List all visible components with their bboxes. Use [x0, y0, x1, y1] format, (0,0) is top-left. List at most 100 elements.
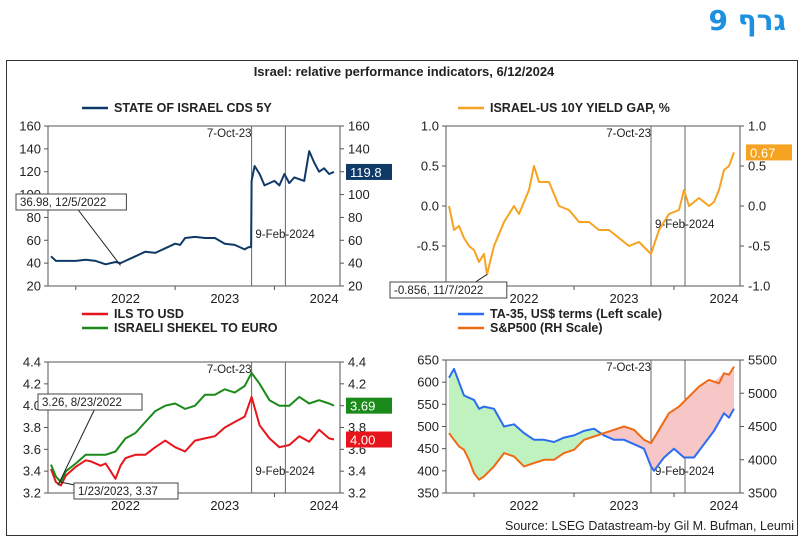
spread-fill	[729, 366, 734, 418]
legend-label: ISRAELI SHEKEL TO EURO	[114, 321, 278, 335]
annotation-7-oct: 7-Oct-23	[606, 362, 651, 374]
y-tick-label-right: 0.0	[748, 199, 766, 214]
spread-fill	[564, 435, 574, 454]
spread-fill	[474, 399, 479, 480]
y-tick-label-right: 5500	[748, 353, 777, 368]
x-tick-label: 2024	[710, 498, 739, 513]
x-tick-label: 2022	[111, 498, 140, 513]
annotation-7-oct: 7-Oct-23	[207, 364, 252, 376]
y-tick-label-right: -0.5	[748, 239, 770, 254]
spread-fill	[634, 429, 644, 449]
legend-label: TA-35, US$ terms (Left scale)	[490, 307, 662, 321]
y-tick-label-right: 140	[348, 141, 370, 156]
y-tick-label-right: 3.8	[348, 420, 366, 435]
ils-usd-callout-box	[37, 393, 143, 411]
annotation-7-oct: 7-Oct-23	[606, 128, 651, 140]
x-tick-label: 2022	[510, 291, 539, 306]
spread-fill	[504, 424, 514, 457]
y-tick-label-left: 3.6	[23, 442, 41, 457]
y-tick-label-right: 4.2	[348, 376, 366, 391]
x-tick-label: 2023	[610, 291, 639, 306]
y-tick-label-left: 500	[417, 419, 439, 434]
spread-fill	[651, 438, 654, 471]
last-value-label: 0.67	[750, 145, 775, 160]
y-tick-label-left: 160	[19, 119, 41, 134]
spread-fill	[479, 406, 484, 480]
spread-fill	[534, 439, 544, 464]
y-tick-label-right: 40	[348, 256, 362, 271]
y-tick-label-left: 120	[19, 164, 41, 179]
last-value-badge	[346, 163, 392, 180]
ils-eur-callout-text: 1/23/2023, 3.37	[78, 486, 158, 498]
annotation-9-feb: 9-Feb-2024	[655, 219, 715, 231]
y-tick-label-left: 140	[19, 141, 41, 156]
spread-fill	[704, 381, 714, 445]
series-line	[448, 366, 735, 481]
spread-fill	[544, 439, 554, 460]
y-tick-label-left: 3.2	[23, 486, 41, 501]
last-value-badge	[346, 397, 392, 414]
y-tick-label-left: 20	[27, 279, 41, 294]
series-line	[448, 367, 735, 472]
legend-label: S&P500 (RH Scale)	[490, 321, 603, 335]
x-tick-label: 2023	[610, 498, 639, 513]
y-tick-label-right: 1.0	[748, 119, 766, 134]
y-tick-label-left: 1.0	[421, 119, 439, 134]
y-tick-label-left: 4.2	[23, 376, 41, 391]
series-line	[50, 371, 335, 484]
last-value-badge	[346, 431, 392, 448]
x-tick-label: 2024	[310, 291, 339, 306]
y-tick-label-left: 550	[417, 397, 439, 412]
x-tick-label: 2022	[510, 498, 539, 513]
y-tick-label-left: 650	[417, 353, 439, 368]
y-tick-label-left: 0.5	[421, 159, 439, 174]
y-tick-label-right: 5000	[748, 386, 777, 401]
x-tick-label: 2022	[111, 291, 140, 306]
last-value-label: 3.69	[350, 399, 375, 414]
legend-label: STATE OF ISRAEL CDS 5Y	[114, 101, 272, 115]
x-tick-label: 2023	[210, 498, 239, 513]
spread-fill	[684, 391, 694, 458]
y-tick-label-right: 160	[348, 119, 370, 134]
spread-fill	[574, 430, 584, 450]
figure-frame	[6, 60, 798, 536]
y-tick-label-right: 100	[348, 187, 370, 202]
y-tick-label-right: 80	[348, 210, 362, 225]
y-tick-label-right: 4500	[748, 419, 777, 434]
series-line	[50, 150, 335, 266]
page-heading: גרף 9	[708, 4, 787, 37]
spread-fill	[459, 382, 464, 450]
y-tick-label-left: 80	[27, 210, 41, 225]
y-tick-label-right: 3.4	[348, 464, 366, 479]
cds-min-callout-box	[15, 193, 127, 211]
ils-usd-callout-leader	[57, 407, 96, 486]
spread-fill	[674, 401, 684, 458]
spread-fill	[694, 383, 704, 458]
y-tick-label-left: 450	[417, 441, 439, 456]
y-tick-label-left: 3.8	[23, 420, 41, 435]
y-tick-label-left: -0.5	[417, 239, 439, 254]
y-tick-label-right: 4000	[748, 452, 777, 467]
spread-fill	[514, 424, 524, 467]
annotation-9-feb: 9-Feb-2024	[255, 229, 315, 241]
y-tick-label-left: 4.4	[23, 355, 41, 370]
series-line	[50, 395, 335, 487]
last-value-label: 119.8	[350, 165, 382, 180]
source-note: Source: LSEG Datastream-by Gil M. Bufman…	[505, 519, 794, 533]
y-tick-label-right: 4.4	[348, 355, 366, 370]
spread-fill	[664, 409, 674, 458]
y-tick-label-left: 3.4	[23, 464, 41, 479]
spread-fill	[624, 426, 634, 445]
yield-gap-min-callout-box	[389, 281, 508, 299]
annotation-9-feb: 9-Feb-2024	[655, 466, 715, 478]
y-tick-label-left: 400	[417, 463, 439, 478]
y-tick-label-right: 3.2	[348, 486, 366, 501]
y-tick-label-right: 60	[348, 233, 362, 248]
spread-fill	[524, 433, 534, 467]
legend-label: ILS TO USD	[114, 307, 184, 321]
last-value-badge	[746, 144, 792, 161]
y-tick-label-left: 600	[417, 375, 439, 390]
ils-usd-callout-text: 3.26, 8/23/2022	[42, 397, 122, 409]
x-tick-label: 2023	[210, 291, 239, 306]
y-tick-label-right: 0.5	[748, 159, 766, 174]
